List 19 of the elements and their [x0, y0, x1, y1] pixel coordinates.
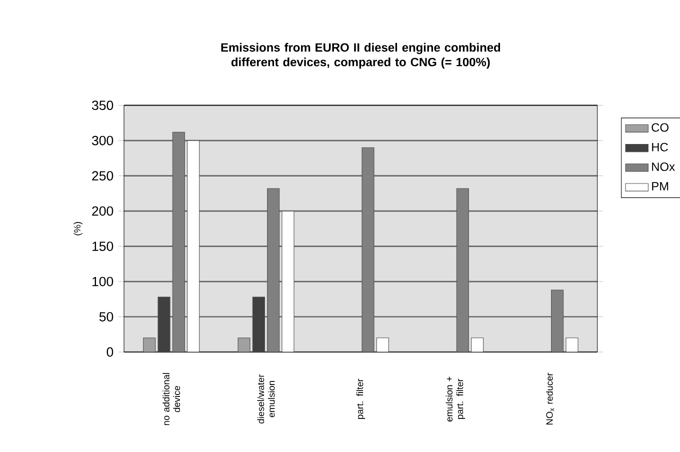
y-tick-label: 350 — [92, 100, 114, 110]
y-tick-label: 300 — [92, 136, 114, 146]
y-tick-label: 150 — [92, 242, 114, 251]
y-tick-label: 100 — [92, 276, 114, 286]
y-tick-label: 200 — [92, 206, 114, 216]
legend-label: CO — [652, 123, 668, 132]
y-axis-title: (%) — [74, 222, 82, 236]
x-tick-label: NO$_{x}$ reducer — [546, 372, 554, 425]
legend-label: PM — [652, 182, 668, 190]
legend-label: HC — [652, 142, 668, 152]
x-tick-label: no additional device — [162, 373, 180, 426]
y-tick-label: 50 — [99, 312, 114, 322]
y-tick-label: 250 — [92, 171, 114, 181]
chart-title: Emissions from EURO II diesel engine combined different devices, compared to CNG (= 100%) — [221, 42, 500, 69]
x-tick-label: part. filter — [356, 378, 366, 419]
legend-label: NOx — [652, 162, 675, 171]
x-tick-label: emulsion + part. filter — [446, 376, 465, 422]
y-tick-label: 0 — [106, 347, 114, 357]
x-tick-label: diesel/water emulsion — [257, 374, 275, 424]
